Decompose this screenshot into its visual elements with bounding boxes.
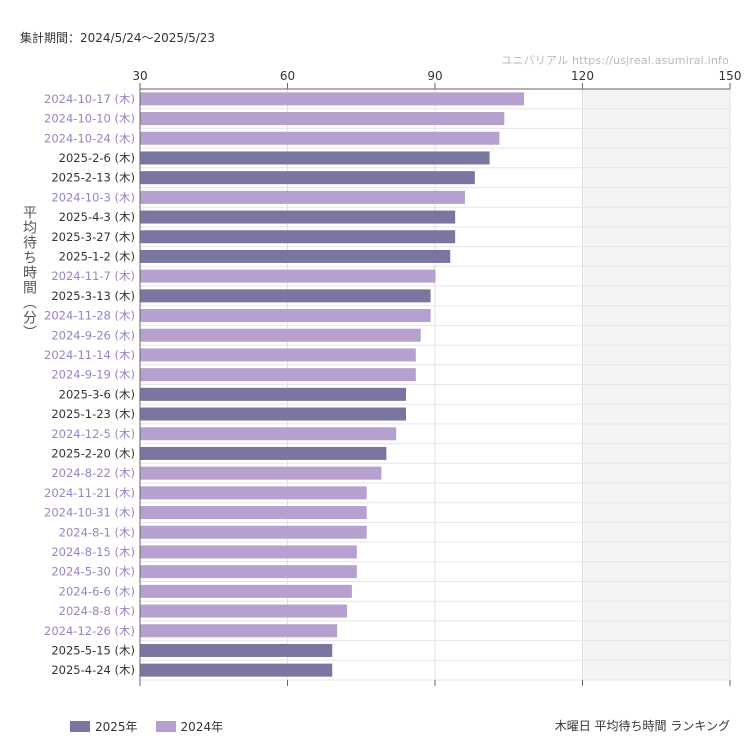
y-tick-label: 2024-8-15 (木) <box>51 545 135 559</box>
legend-label-2024: 2024年 <box>180 720 224 734</box>
bar <box>140 446 387 460</box>
y-tick-label: 2025-4-3 (木) <box>59 210 135 224</box>
y-tick-label: 2025-1-23 (木) <box>51 407 135 421</box>
x-tick-label: 150 <box>719 69 742 83</box>
y-axis-label: 平均待ち時間（分） <box>21 205 37 340</box>
y-tick-label: 2025-3-27 (木) <box>51 230 135 244</box>
bar <box>140 565 357 579</box>
y-tick-label: 2024-11-21 (木) <box>44 486 135 500</box>
y-tick-label: 2024-10-10 (木) <box>44 112 135 126</box>
legend-swatch-2025 <box>70 721 90 732</box>
bar <box>140 210 456 224</box>
y-tick-label: 2024-10-31 (木) <box>44 506 135 520</box>
bar <box>140 584 352 598</box>
legend-label-2025: 2025年 <box>95 720 138 734</box>
bar <box>140 545 357 559</box>
period-label: 集計期間：2024/5/24〜2025/5/23 <box>20 31 216 45</box>
legend-item-2024[interactable]: 2024年 <box>155 718 224 735</box>
bar <box>140 486 367 500</box>
y-tick-label: 2025-2-6 (木) <box>59 151 135 165</box>
bar <box>140 663 333 677</box>
bar <box>140 190 465 204</box>
y-tick-label: 2025-3-13 (木) <box>51 289 135 303</box>
bar <box>140 289 431 303</box>
chart-caption: 木曜日 平均待ち時間 ランキング <box>554 719 730 733</box>
x-tick-label: 120 <box>571 69 594 83</box>
y-tick-label: 2025-4-24 (木) <box>51 663 135 677</box>
y-tick-label: 2025-2-20 (木) <box>51 446 135 460</box>
y-tick-label: 2024-10-3 (木) <box>51 190 135 204</box>
y-tick-label: 2024-5-30 (木) <box>51 565 135 579</box>
y-tick-label: 2024-8-22 (木) <box>51 466 135 480</box>
y-tick-label: 2024-11-14 (木) <box>44 348 135 362</box>
x-tick-label: 60 <box>280 69 295 83</box>
y-tick-label: 2024-12-26 (木) <box>44 624 135 638</box>
source-link[interactable]: ユニバリアル https://usjreal.asumirai.info <box>501 54 729 67</box>
y-tick-label: 2024-8-8 (木) <box>59 604 135 618</box>
y-tick-label: 2024-12-5 (木) <box>51 427 135 441</box>
y-tick-label: 2024-9-26 (木) <box>51 328 135 342</box>
y-tick-label: 2024-10-17 (木) <box>44 92 135 106</box>
bar <box>140 131 500 145</box>
y-tick-label: 2024-8-1 (木) <box>59 525 135 539</box>
x-tick-label: 90 <box>427 69 442 83</box>
y-tick-label: 2024-9-19 (木) <box>51 368 135 382</box>
bar <box>140 427 397 441</box>
y-tick-label: 2025-5-15 (木) <box>51 643 135 657</box>
bar <box>140 309 431 323</box>
bar <box>140 407 406 421</box>
bar <box>140 466 382 480</box>
y-tick-label: 2024-10-24 (木) <box>44 131 135 145</box>
legend-swatch-2024 <box>155 721 176 732</box>
bar <box>140 506 367 520</box>
bar <box>140 151 490 165</box>
bar <box>140 112 505 126</box>
bar <box>140 348 416 362</box>
y-tick-label: 2025-3-6 (木) <box>59 387 135 401</box>
bar <box>140 624 338 638</box>
bar <box>140 643 333 657</box>
y-tick-label: 2025-1-2 (木) <box>59 249 135 263</box>
bar <box>140 269 436 283</box>
bar <box>140 604 347 618</box>
legend-item-2025[interactable]: 2025年 <box>70 718 138 735</box>
bar <box>140 525 367 539</box>
y-tick-label: 2024-11-7 (木) <box>51 269 135 283</box>
bar <box>140 171 475 185</box>
bar <box>140 230 456 244</box>
bar <box>140 92 524 106</box>
x-tick-label: 30 <box>132 69 147 83</box>
bar <box>140 249 451 263</box>
bar <box>140 387 406 401</box>
y-tick-label: 2024-11-28 (木) <box>44 309 135 323</box>
y-tick-label: 2024-6-6 (木) <box>59 584 135 598</box>
bar <box>140 328 421 342</box>
y-tick-label: 2025-2-13 (木) <box>51 171 135 185</box>
legend: 2025年 2024年 <box>70 718 241 735</box>
bar <box>140 368 416 382</box>
